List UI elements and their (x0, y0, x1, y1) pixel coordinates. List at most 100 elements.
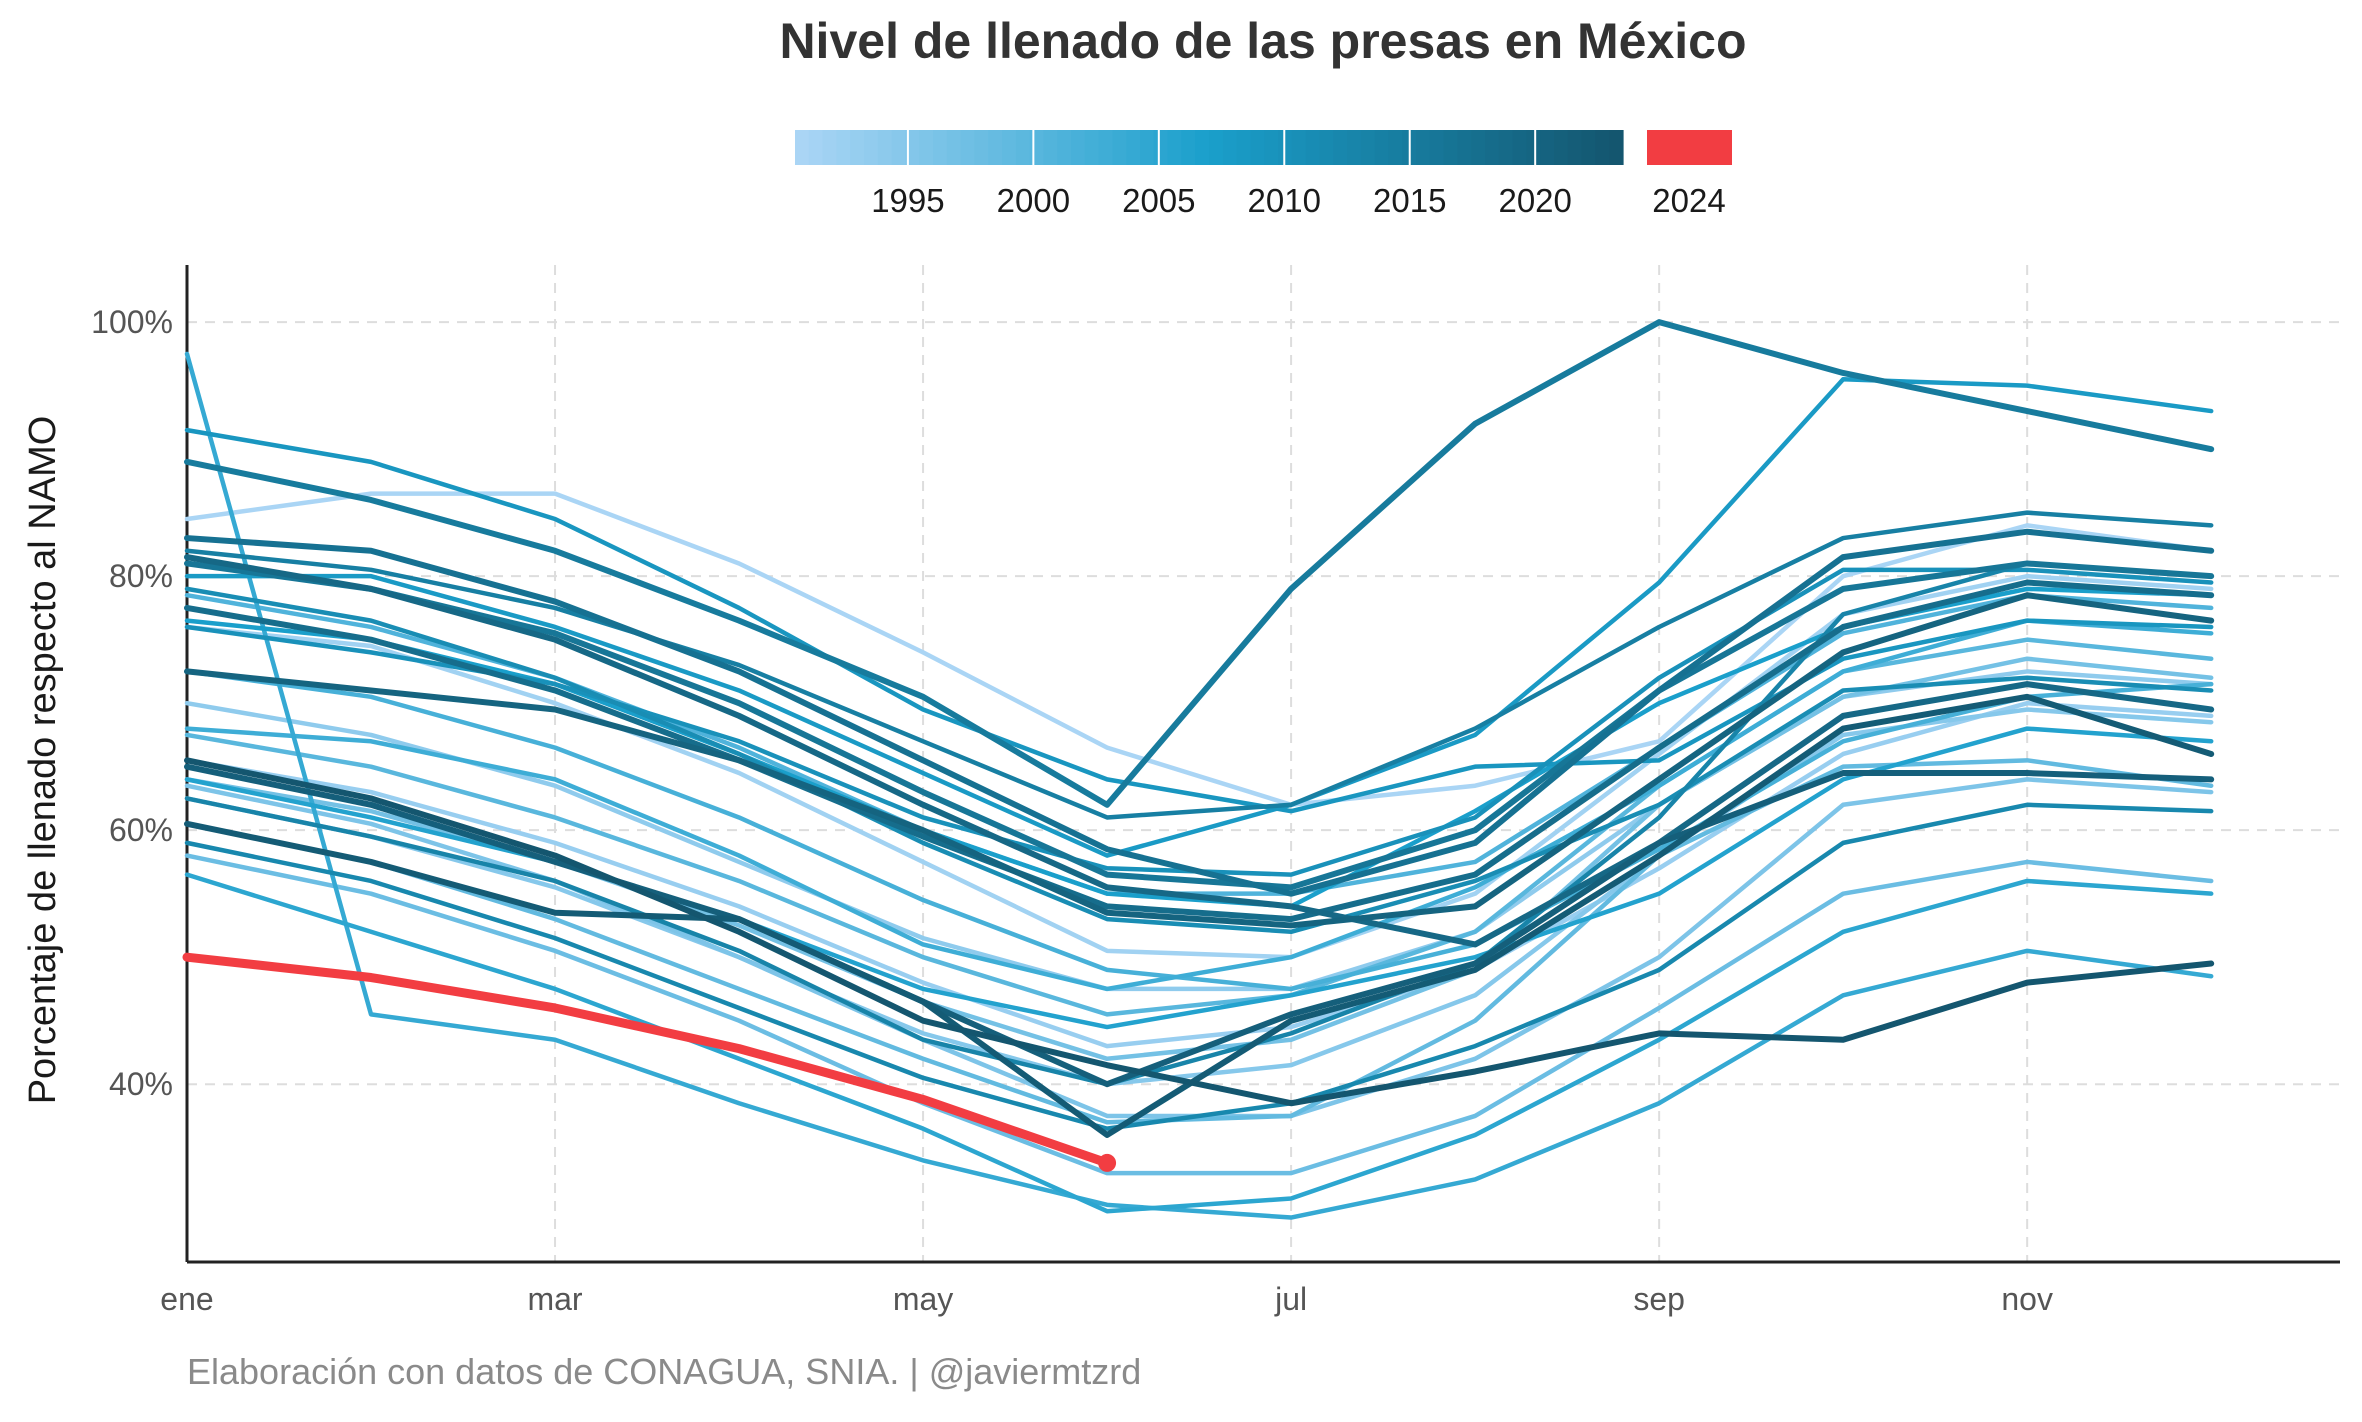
legend-gradient-segment (919, 130, 934, 165)
legend-gradient-segment (836, 130, 851, 165)
legend-gradient-segment (1512, 130, 1527, 165)
series-line-2011 (184, 586, 2214, 935)
legend-gradient-segment (1333, 130, 1348, 165)
legend-gradient-segment (1567, 130, 1583, 165)
legend-label: 2005 (1122, 182, 1195, 219)
legend-gradient-segment (1595, 130, 1610, 165)
legend-gradient-segment (864, 130, 879, 165)
legend-label: 1995 (871, 182, 944, 219)
legend-label: 2000 (997, 182, 1070, 219)
series-line-2022 (184, 693, 2215, 1138)
series-line-2003 (184, 618, 2214, 992)
legend: 1995 2000 2005 2010 2015 2020 2024 (795, 130, 1732, 219)
series-line-1991 (184, 491, 2214, 808)
legend-gradient-segment (1429, 130, 1445, 165)
series-line-2018 (184, 579, 2215, 923)
legend-gradient-segment (1291, 130, 1307, 165)
legend-gradient-segment (1029, 130, 1044, 165)
legend-gradient-segment (1236, 130, 1251, 165)
x-tick-label: ene (160, 1281, 213, 1317)
legend-gradient-segment (1015, 130, 1031, 165)
legend-gradient-segment (1126, 130, 1141, 165)
series-line-2012 (184, 802, 2214, 1131)
series-line-1998 (184, 853, 2214, 1176)
series-line-1993 (184, 700, 2214, 1049)
series-endpoint-2024 (1098, 1153, 1117, 1172)
x-tick-label: may (893, 1281, 953, 1317)
series-line-2004 (184, 351, 2214, 1220)
legend-gradient-segment (850, 130, 865, 165)
legend-gradient-segment (1071, 130, 1086, 165)
y-axis-label: Porcentaje de llenado respecto al NAMO (22, 416, 64, 1105)
legend-gradient-segment (1457, 130, 1472, 165)
series-line-2019 (184, 554, 2215, 948)
series-line-2009 (184, 427, 2214, 814)
grid (186, 265, 2340, 1262)
legend-highlight-swatch (1647, 130, 1732, 165)
legend-gradient-segment (905, 130, 920, 165)
legend-gradient-segment (1264, 130, 1279, 165)
legend-gradient-segment (1609, 130, 1624, 165)
series-line-2014 (184, 510, 2214, 820)
legend-gradient-segment (1043, 130, 1058, 165)
legend-gradient-segment (1002, 130, 1017, 165)
x-tick-label: sep (1633, 1281, 1685, 1317)
legend-gradient-segment (1222, 130, 1238, 165)
x-tick-label: nov (2001, 1281, 2053, 1317)
legend-gradient-segment (933, 130, 948, 165)
y-tick-label: 40% (109, 1066, 173, 1102)
y-tick-label: 80% (109, 558, 173, 594)
series-line-2024 (182, 952, 1112, 1168)
legend-gradient-segment (1112, 130, 1127, 165)
legend-highlight-label: 2024 (1652, 182, 1725, 219)
legend-label: 2020 (1498, 182, 1571, 219)
series-line-2002 (184, 669, 2214, 992)
legend-gradient-segment (891, 130, 906, 165)
legend-gradient-segment (1416, 130, 1431, 165)
legend-gradient-segment (988, 130, 1003, 165)
legend-label: 2015 (1373, 182, 1446, 219)
series-layer (182, 319, 2215, 1220)
legend-gradient-segment (1057, 130, 1072, 165)
series-line-2000 (184, 637, 2214, 1017)
legend-gradient-segment (1167, 130, 1182, 165)
legend-gradient-segment (1471, 130, 1486, 165)
legend-gradient-segment (1140, 130, 1155, 165)
series-line-2013 (184, 561, 2214, 1087)
caption: Elaboración con datos de CONAGUA, SNIA. … (187, 1351, 1141, 1392)
legend-gradient-segment (1374, 130, 1389, 165)
series-line-2015 (184, 319, 2215, 808)
series-line-1999 (184, 758, 2214, 1125)
legend-gradient-segment (1305, 130, 1320, 165)
legend-gradient-segment (974, 130, 989, 165)
legend-gradient-segment (960, 130, 975, 165)
y-tick-label: 60% (109, 812, 173, 848)
series-line-2021 (184, 763, 2215, 1088)
legend-gradient-segment (822, 130, 837, 165)
legend-gradient-segment (1181, 130, 1196, 165)
legend-gradient-segment (1360, 130, 1376, 165)
legend-gradient-segment (1319, 130, 1334, 165)
legend-gradient-segment (1485, 130, 1500, 165)
legend-gradient-segment (1250, 130, 1265, 165)
series-line-2001 (184, 592, 2214, 896)
legend-gradient-segment (1540, 130, 1555, 165)
legend-gradient-segment (808, 130, 824, 165)
legend-gradient-segment (1084, 130, 1100, 165)
legend-gradient-segment (1526, 130, 1541, 165)
legend-gradient-segment (877, 130, 893, 165)
legend-gradient-segment (795, 130, 810, 165)
legend-gradient-segment (1347, 130, 1362, 165)
legend-gradient-segment (946, 130, 962, 165)
legend-gradient-segment (1498, 130, 1514, 165)
series-line-2017 (184, 528, 2215, 897)
legend-gradient-segment (1153, 130, 1169, 165)
chart-title: Nivel de llenado de las presas en México (779, 13, 1746, 69)
legend-label: 2010 (1248, 182, 1321, 219)
legend-gradient-segment (1098, 130, 1113, 165)
legend-gradient-segment (1209, 130, 1224, 165)
series-line-2016 (184, 560, 2215, 891)
axes: 40% 60% 80% 100% ene mar may jul sep nov (91, 265, 2340, 1317)
